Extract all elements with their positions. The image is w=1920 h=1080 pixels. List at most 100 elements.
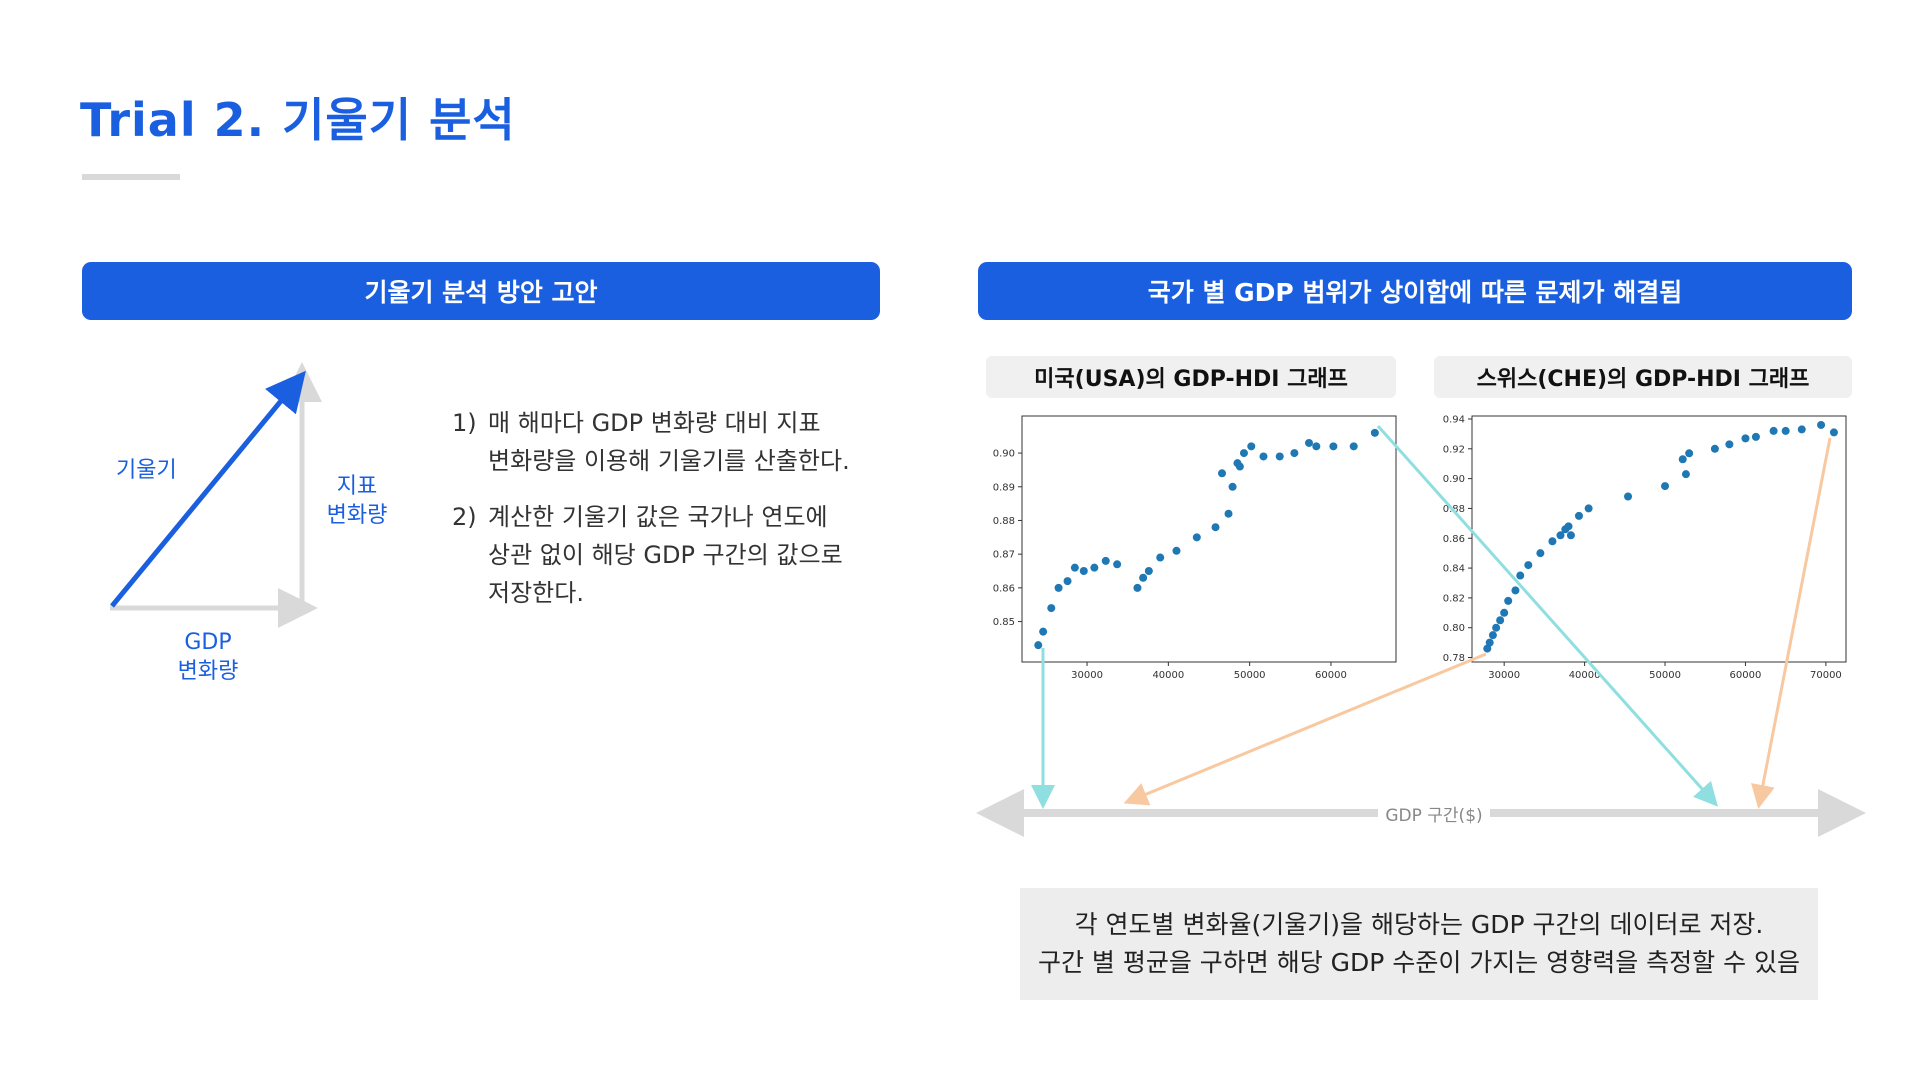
usa-scatter-chart: 30000 40000 50000 60000 0.85 0.86 0.87 0.88 0.89…: [993, 415, 1397, 681]
x-tick-label: 40000: [1152, 670, 1184, 681]
summary-line: 각 연도별 변화율(기울기)을 해당하는 GDP 구간의 데이터로 저장.: [1074, 910, 1764, 939]
data-point: [1054, 583, 1063, 592]
data-point: [1536, 549, 1545, 558]
data-point: [1156, 553, 1165, 562]
data-point: [1034, 641, 1043, 650]
data-point: [1218, 469, 1227, 478]
y-tick-label: 0.94: [1443, 414, 1465, 425]
y-tick-label: 0.90: [1443, 474, 1465, 485]
data-point: [1139, 573, 1148, 582]
y-change-label-line1: 지표: [336, 474, 378, 499]
data-point: [1769, 426, 1778, 435]
slope-diagram: 기울기 지표 변화량 GDP 변화량: [90, 360, 430, 700]
data-point: [1485, 638, 1494, 647]
data-point: [1070, 563, 1079, 572]
step-number: 1): [452, 409, 477, 437]
y-tick-label: 0.86: [1443, 534, 1465, 545]
y-tick-label: 0.88: [1443, 504, 1465, 515]
data-point: [1741, 434, 1750, 443]
step-line: 계산한 기울기 값은 국가나 연도에: [488, 503, 828, 531]
gdp-range-axis-label: GDP 구간($): [1378, 800, 1490, 826]
x-tick-label: 70000: [1810, 670, 1842, 681]
data-point: [1829, 428, 1838, 437]
step-text: 매 해마다 GDP 변화량 대비 지표 변화량을 이용해 기울기를 산출한다.: [488, 404, 892, 480]
data-point: [1751, 432, 1760, 441]
left-panel-header: 기울기 분석 방안 고안: [82, 262, 880, 320]
y-tick-label: 0.80: [1443, 623, 1465, 634]
data-point: [1564, 522, 1573, 531]
right-panel-header: 국가 별 GDP 범위가 상이함에 따른 문제가 해결됨: [978, 262, 1852, 320]
data-point: [1524, 561, 1533, 570]
data-point: [1101, 556, 1110, 565]
data-point: [1224, 509, 1233, 518]
y-tick-label: 0.84: [1443, 564, 1465, 575]
data-point: [1710, 444, 1719, 453]
data-point: [1113, 560, 1122, 569]
x-tick-label: 30000: [1071, 670, 1103, 681]
y-tick-label: 0.78: [1443, 653, 1465, 664]
summary-line: 구간 별 평균을 구하면 해당 GDP 수준이 가지는 영향력을 측정할 수 있…: [1037, 948, 1801, 977]
y-tick-label: 0.87: [993, 550, 1015, 561]
data-point: [1312, 442, 1321, 451]
data-point: [1574, 511, 1583, 520]
y-change-label: 지표 변화량: [322, 472, 392, 530]
step-line: 매 해마다 GDP 변화량 대비 지표: [488, 409, 821, 437]
data-point: [1681, 470, 1690, 479]
data-point: [1211, 523, 1220, 532]
step-number: 2): [452, 503, 477, 531]
data-point: [1781, 426, 1790, 435]
step-item: 1) 매 해마다 GDP 변화량 대비 지표 변화량을 이용해 기울기를 산출한…: [452, 404, 892, 480]
x-tick-label: 40000: [1569, 670, 1601, 681]
data-point: [1370, 428, 1379, 437]
title-underline: [82, 174, 180, 180]
data-point: [1496, 616, 1505, 625]
data-point: [1290, 449, 1299, 458]
usa-graph-title: 미국(USA)의 GDP-HDI 그래프: [986, 356, 1396, 398]
data-point: [1661, 482, 1670, 491]
data-point: [1329, 442, 1338, 451]
data-point: [1817, 420, 1826, 429]
summary-box: 각 연도별 변화율(기울기)을 해당하는 GDP 구간의 데이터로 저장. 구간…: [1020, 888, 1818, 1000]
data-point: [1079, 567, 1088, 576]
data-point: [1039, 627, 1048, 636]
slope-diagram-graphic: [110, 362, 322, 628]
data-point: [1678, 455, 1687, 464]
data-point: [1797, 425, 1806, 434]
data-point: [1349, 442, 1358, 451]
x-tick-label: 50000: [1649, 670, 1681, 681]
y-tick-label: 0.82: [1443, 593, 1465, 604]
data-point: [1492, 623, 1501, 632]
che-graph-title: 스위스(CHE)의 GDP-HDI 그래프: [1434, 356, 1852, 398]
data-point: [1247, 442, 1256, 451]
data-point: [1172, 546, 1181, 555]
y-change-label-line2: 변화량: [326, 503, 388, 528]
data-point: [1584, 504, 1593, 513]
slope-arrow: [110, 370, 306, 608]
data-point: [1275, 452, 1284, 461]
x-change-label: GDP 변화량: [168, 628, 248, 686]
step-line: 변화량을 이용해 기울기를 산출한다.: [488, 447, 850, 475]
x-tick-label: 60000: [1730, 670, 1762, 681]
steps-list: 1) 매 해마다 GDP 변화량 대비 지표 변화량을 이용해 기울기를 산출한…: [452, 404, 892, 630]
data-point: [1192, 533, 1201, 542]
plot-frame: [1471, 415, 1847, 663]
x-change-label-line1: GDP: [184, 630, 232, 655]
plot-frame: [1021, 415, 1397, 663]
page-title: Trial 2. 기울기 분석: [80, 93, 516, 147]
data-point: [1548, 537, 1557, 546]
data-point: [1090, 563, 1099, 572]
x-tick-label: 50000: [1234, 670, 1266, 681]
x-change-label-line2: 변화량: [177, 659, 239, 684]
data-point: [1488, 631, 1497, 640]
step-item: 2) 계산한 기울기 값은 국가나 연도에 상관 없이 해당 GDP 구간의 값…: [452, 498, 892, 612]
data-point: [1133, 583, 1142, 592]
data-point: [1305, 438, 1314, 447]
step-line: 상관 없이 해당 GDP 구간의 값으로: [488, 541, 843, 569]
y-tick-label: 0.92: [1443, 444, 1465, 455]
y-tick-label: 0.88: [993, 516, 1015, 527]
data-point: [1063, 577, 1072, 586]
che-scatter-chart: 30000 40000 50000 60000 70000 0.78 0.80 0.82 0.8…: [1443, 414, 1847, 681]
data-point: [1511, 586, 1520, 595]
slope-label: 기울기: [116, 458, 177, 483]
data-point: [1144, 567, 1153, 576]
